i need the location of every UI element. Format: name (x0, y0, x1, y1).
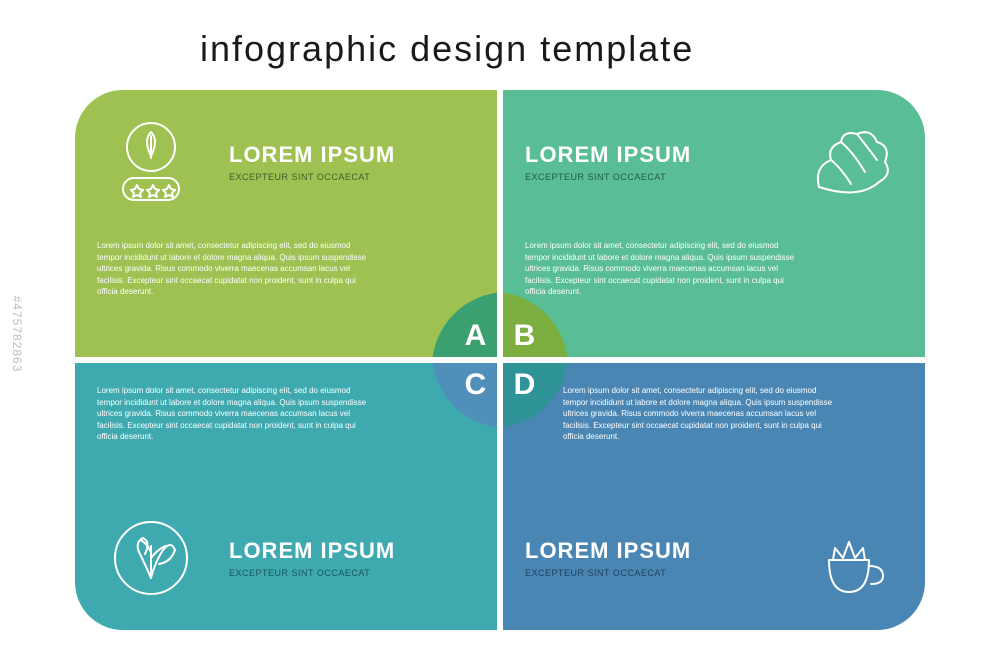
panel-d-subheading: EXCEPTEUR SINT OCCAECAT (525, 568, 691, 578)
panel-a-subheading: EXCEPTEUR SINT OCCAECAT (229, 172, 395, 182)
panel-b-body: Lorem ipsum dolor sit amet, consectetur … (525, 240, 795, 298)
page-title: infographic design template (200, 28, 694, 70)
badge-leaf-stars-icon (97, 108, 205, 216)
panel-b-letter: B (503, 292, 568, 357)
panel-c: Lorem ipsum dolor sit amet, consectetur … (75, 363, 497, 630)
panel-a-heading: LOREM IPSUM (229, 142, 395, 168)
panel-b-subheading: EXCEPTEUR SINT OCCAECAT (525, 172, 691, 182)
panel-c-heading: LOREM IPSUM (229, 538, 395, 564)
panel-b-heading: LOREM IPSUM (525, 142, 691, 168)
panel-c-letter: C (432, 363, 497, 428)
leaves-in-circle-icon (97, 504, 205, 612)
panel-c-subheading: EXCEPTEUR SINT OCCAECAT (229, 568, 395, 578)
croissant-icon (795, 108, 903, 216)
egg-in-cup-icon (795, 504, 903, 612)
panel-c-body: Lorem ipsum dolor sit amet, consectetur … (97, 385, 367, 443)
panel-a-body: Lorem ipsum dolor sit amet, consectetur … (97, 240, 367, 298)
panel-d-heading: LOREM IPSUM (525, 538, 691, 564)
panel-a-letter: A (432, 292, 497, 357)
panel-d-letter: D (503, 363, 568, 428)
infographic-grid: LOREM IPSUM EXCEPTEUR SINT OCCAECAT Lore… (75, 90, 925, 630)
panel-d-body: Lorem ipsum dolor sit amet, consectetur … (563, 385, 833, 443)
stock-id-watermark: #475782863 (10, 295, 24, 372)
panel-a: LOREM IPSUM EXCEPTEUR SINT OCCAECAT Lore… (75, 90, 497, 357)
panel-d: Lorem ipsum dolor sit amet, consectetur … (503, 363, 925, 630)
panel-b: LOREM IPSUM EXCEPTEUR SINT OCCAECAT Lore… (503, 90, 925, 357)
